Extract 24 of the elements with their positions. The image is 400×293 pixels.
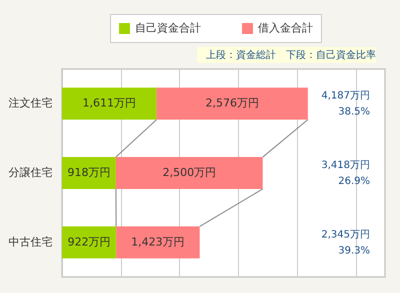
- data-label: 1,611万円: [82, 96, 136, 110]
- data-label: 2,500万円: [162, 166, 216, 179]
- legend-label: 借入金合計: [258, 22, 313, 35]
- bar: [116, 226, 200, 258]
- annotation: 2,345万円: [321, 229, 370, 240]
- annotation: 3,418万円: [321, 160, 370, 171]
- bar: [62, 88, 157, 120]
- annotation: 4,187万円: [321, 90, 370, 102]
- legend-label: 自己資金合計: [135, 22, 201, 35]
- data-label: 1,423万円: [131, 235, 185, 248]
- annotation: 39.3%: [338, 245, 370, 256]
- bar: [62, 226, 116, 258]
- text: 上段：資金総計 下段：自己資金比率: [206, 49, 376, 61]
- annotation: 26.9%: [338, 176, 370, 187]
- y-tick-label: 中古住宅: [8, 235, 52, 248]
- data-label: 2,576万円: [206, 96, 259, 110]
- data-label: 918万円: [67, 166, 110, 179]
- data-label: 922万円: [68, 235, 111, 248]
- bar: [156, 88, 308, 120]
- y-tick-label: 分譲住宅: [8, 166, 52, 179]
- bar: [116, 157, 263, 189]
- annotation: 38.5%: [338, 106, 370, 118]
- bar: [62, 157, 116, 189]
- y-tick-label: 注文住宅: [8, 96, 52, 110]
